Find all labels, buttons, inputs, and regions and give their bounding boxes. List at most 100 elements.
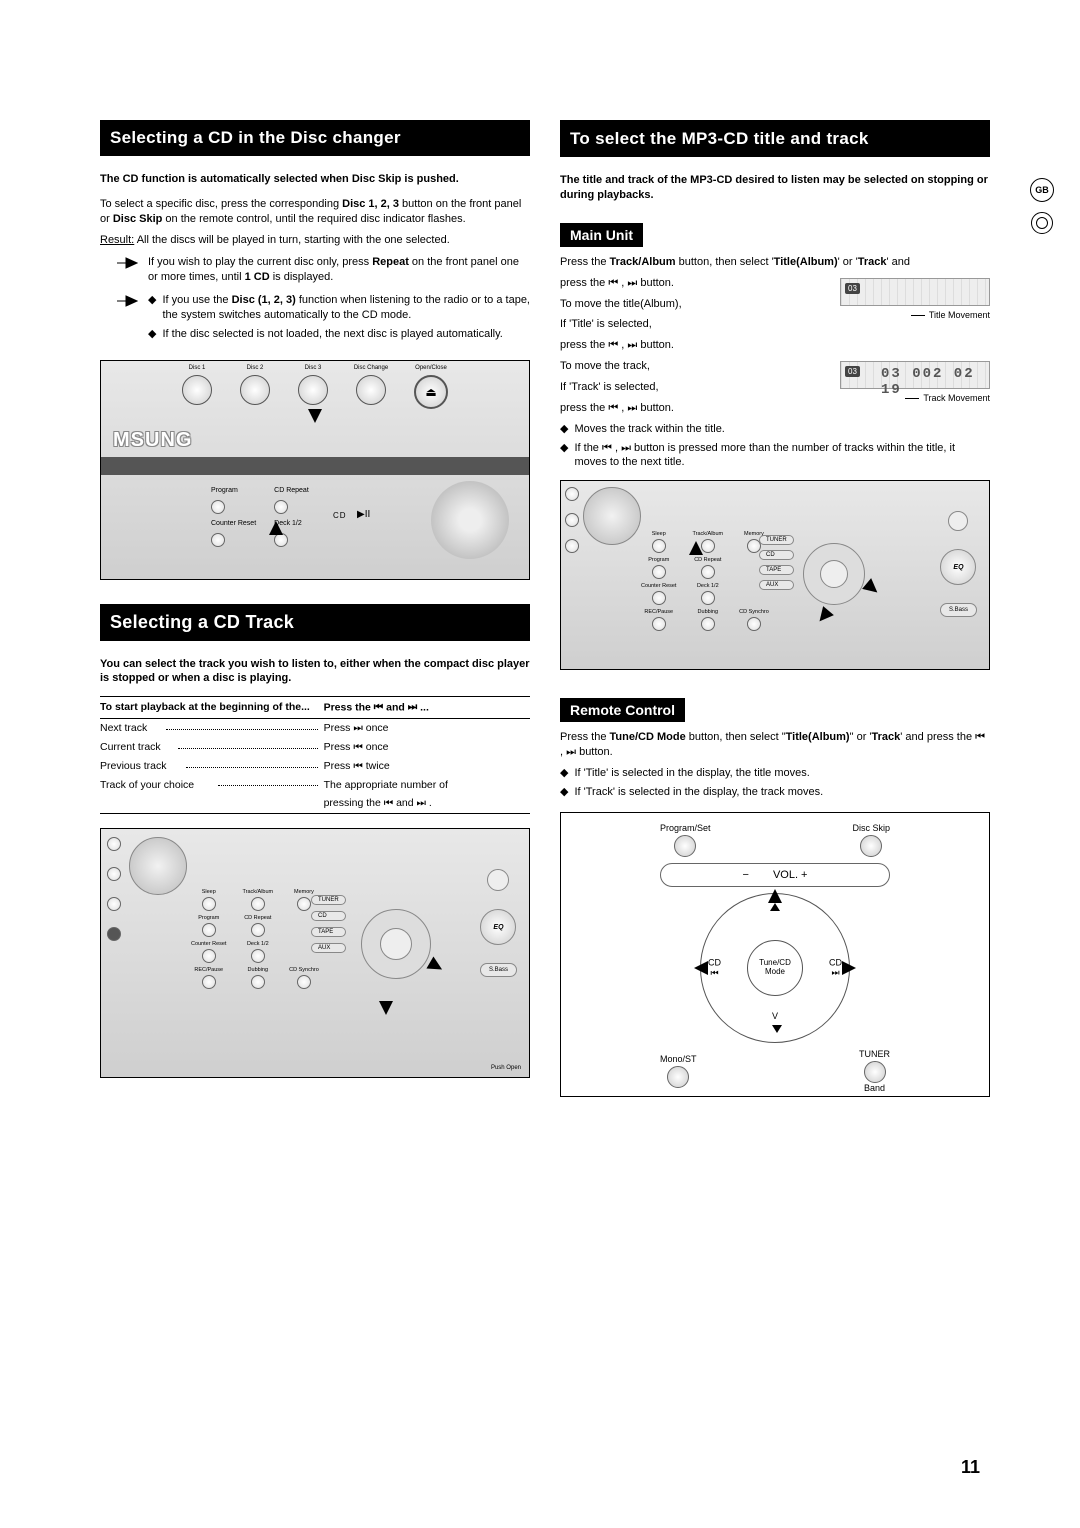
btn-label: Counter Reset: [211, 520, 256, 527]
section-header-cd-track: Selecting a CD Track: [100, 604, 530, 641]
panel-button-area: Sleep Track/Album Memory Program CD Repe…: [641, 531, 769, 631]
intro-text: You can select the track you wish to lis…: [100, 657, 530, 687]
btn-label: CD Repeat: [274, 487, 309, 494]
text: button.: [637, 402, 674, 414]
text: If you use the: [162, 294, 231, 306]
text: is displayed.: [270, 271, 334, 283]
tiny-button: [251, 949, 265, 963]
text-bold: Disc Skip: [113, 213, 163, 225]
disc-label: Open/Close: [415, 365, 447, 371]
disc-icon: [1031, 212, 1053, 234]
text: If 'Title' is selected in the display, t…: [574, 766, 809, 781]
btn-label: Program: [198, 915, 219, 921]
pointer-arrow-icon: [694, 961, 708, 975]
program-set-button: [674, 835, 696, 857]
tiny-button: [565, 539, 579, 553]
tiny-button: [747, 617, 761, 631]
tiny-button: [211, 500, 225, 514]
text: If 'Track' is selected,: [560, 380, 828, 395]
diamond-icon: ◆: [560, 441, 568, 471]
lcd-display: 03 03 002 02 19: [840, 361, 990, 389]
lcd-caption: Title Movement: [840, 310, 990, 320]
tiny-button: [251, 897, 265, 911]
next-icon: ⏭: [417, 797, 426, 809]
lcd-badge: 03: [845, 366, 860, 377]
side-buttons: [565, 487, 579, 553]
jog-dial: [431, 481, 509, 559]
cell: Track of your choice: [100, 779, 194, 791]
cell: twice: [363, 760, 390, 772]
section-header-mp3: To select the MP3-CD title and track: [560, 120, 990, 157]
text-bold: Disc 1, 2, 3: [342, 198, 399, 210]
pointer-arrow-icon: [689, 541, 703, 555]
diamond-icon: ◆: [560, 766, 568, 781]
cell: pressing the: [324, 797, 384, 809]
text: ' or ': [838, 256, 858, 268]
leader-line: [905, 398, 919, 399]
cell: The appropriate number of: [324, 779, 448, 791]
dpad: Tune/CD Mode CD⏮ CD⏭ V: [700, 893, 850, 1043]
cell: Press: [324, 760, 354, 772]
tiny-button: [107, 867, 121, 881]
table-row: pressing the ⏮ and ⏭ .: [100, 794, 530, 813]
speaker-grille: [583, 487, 641, 545]
btn-label: Sleep: [202, 889, 216, 895]
disc-label: Disc 1: [189, 365, 206, 371]
pointer-arrow-icon: [814, 606, 834, 626]
tiny-button: [202, 923, 216, 937]
subheader-main-unit: Main Unit: [560, 223, 643, 247]
page-number: 11: [961, 1457, 980, 1478]
text: If the: [574, 442, 602, 454]
diamond-icon: ◆: [560, 785, 568, 800]
text: button.: [576, 746, 613, 758]
th: Press the ⏮ and ⏭ ...: [324, 701, 429, 714]
next-icon: ⏭: [408, 701, 417, 714]
label: Mono/ST: [660, 1054, 697, 1064]
mode-pill: TAPE: [759, 565, 794, 575]
side-buttons: [107, 837, 121, 941]
prev-icon: ⏮: [353, 741, 362, 753]
eject-button: ⏏: [414, 375, 448, 409]
sbass-button: S.Bass: [480, 963, 517, 977]
tiny-button: [251, 975, 265, 989]
btn-label: Deck 1/2: [697, 583, 719, 589]
instruction-with-lcd: press the ⏮ , ⏭ button. To move the titl…: [560, 276, 990, 359]
text: To move the track,: [560, 359, 828, 374]
tiny-button: [251, 923, 265, 937]
text-bold: Repeat: [372, 256, 409, 268]
mode-pill: TAPE: [311, 927, 346, 937]
text: If you wish to play the current disc onl…: [148, 256, 372, 268]
cell: Press: [324, 741, 354, 753]
label: Program/Set: [660, 823, 711, 833]
disc-label: Disc 2: [247, 365, 264, 371]
tuner-button: [864, 1061, 886, 1083]
mode-pills: TUNER CD TAPE AUX: [311, 895, 346, 953]
down-arrow-icon: [772, 1025, 782, 1033]
instruction-with-lcd: To move the track, If 'Track' is selecte…: [560, 359, 990, 422]
up-arrow-icon: [770, 903, 780, 911]
pointer-arrow-icon: [426, 957, 445, 976]
language-badge-group: GB: [1030, 178, 1054, 234]
disc-label: Disc Change: [354, 365, 388, 371]
leader-line: [911, 315, 925, 316]
prev-icon: ⏮: [353, 760, 362, 772]
text: press the: [560, 402, 608, 414]
panel-divider: [101, 457, 529, 475]
table-header: To start playback at the beginning of th…: [100, 697, 530, 719]
text: To move the title(Album),: [560, 297, 828, 312]
note-text: If you wish to play the current disc onl…: [148, 255, 530, 285]
tiny-button: [652, 591, 666, 605]
cell: .: [426, 797, 432, 809]
mode-pill: TUNER: [311, 895, 346, 905]
btn-label: Program: [648, 557, 669, 563]
tiny-button: [565, 513, 579, 527]
pointer-arrow-icon: [308, 409, 322, 423]
mode-pill: CD: [759, 550, 794, 560]
btn-label: Track/Album: [692, 531, 723, 537]
btn-label: Counter Reset: [641, 583, 676, 589]
tiny-button: [107, 837, 121, 851]
text: Title Movement: [929, 310, 990, 320]
bullet-item: ◆ Moves the track within the title.: [560, 422, 990, 437]
remote-top-row: Program/Set Disc Skip: [660, 823, 890, 857]
text: ' and press the: [900, 731, 975, 743]
